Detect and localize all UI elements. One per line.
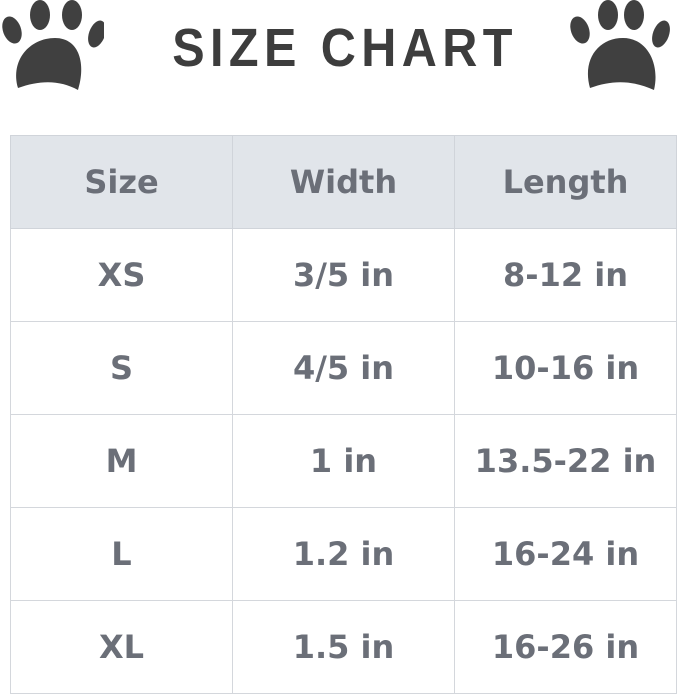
cell-width: 1.2 in	[232, 507, 455, 601]
header-size: Size	[10, 135, 233, 229]
cell-length: 10-16 in	[454, 321, 677, 415]
table-row: L 1.2 in 16-24 in	[10, 507, 677, 601]
size-chart-table: Size Width Length XS 3/5 in 8-12 in S 4/…	[10, 135, 677, 694]
cell-length: 16-24 in	[454, 507, 677, 601]
cell-width: 1 in	[232, 414, 455, 508]
table-header-row: Size Width Length	[10, 135, 677, 229]
cell-length: 8-12 in	[454, 228, 677, 322]
header-width: Width	[232, 135, 455, 229]
cell-width: 3/5 in	[232, 228, 455, 322]
table-row: XL 1.5 in 16-26 in	[10, 600, 677, 694]
header-length: Length	[454, 135, 677, 229]
cell-length: 13.5-22 in	[454, 414, 677, 508]
table-row: XS 3/5 in 8-12 in	[10, 228, 677, 322]
cell-size: XL	[10, 600, 233, 694]
cell-size: XS	[10, 228, 233, 322]
paw-print-icon	[2, 0, 104, 90]
cell-length: 16-26 in	[454, 600, 677, 694]
cell-size: L	[10, 507, 233, 601]
cell-size: M	[10, 414, 233, 508]
table-row: M 1 in 13.5-22 in	[10, 414, 677, 508]
paw-print-icon	[570, 0, 670, 90]
page-title: SIZE CHART	[172, 18, 518, 78]
cell-size: S	[10, 321, 233, 415]
table-row: S 4/5 in 10-16 in	[10, 321, 677, 415]
cell-width: 4/5 in	[232, 321, 455, 415]
cell-width: 1.5 in	[232, 600, 455, 694]
